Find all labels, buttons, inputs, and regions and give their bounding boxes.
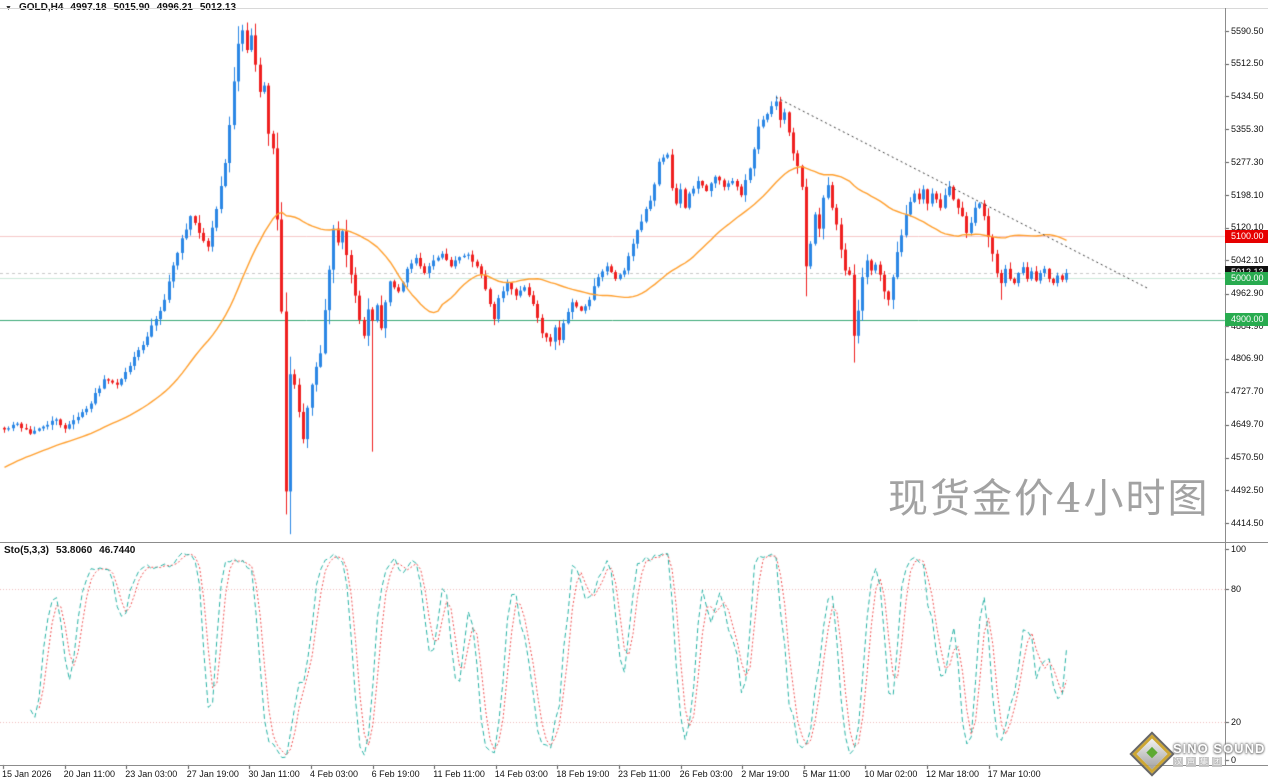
broker-logo-subtitle: 汉声集团	[1173, 757, 1265, 767]
price-axis-tick: 5434.50	[1231, 90, 1264, 101]
ohlc-low: 4996.21	[157, 2, 193, 13]
time-axis-label: 14 Feb 03:00	[494, 769, 548, 779]
broker-logo-core	[1146, 746, 1158, 759]
time-axis-label: 30 Jan 11:00	[248, 769, 300, 779]
time-axis-label: 27 Jan 19:00	[186, 769, 239, 779]
time-axis-label: 20 Jan 11:00	[63, 769, 115, 779]
price-axis-tick: 5355.30	[1231, 123, 1264, 134]
price-axis-tick: 5277.30	[1231, 156, 1264, 167]
price-badge-4900.00: 4900.00	[1225, 313, 1268, 327]
stochastic-axis-tick: 100	[1231, 543, 1247, 554]
time-axis-label: 17 Mar 10:00	[987, 769, 1041, 779]
time-axis-label: 6 Feb 19:00	[371, 769, 420, 779]
price-axis-tick: 4570.50	[1231, 452, 1264, 463]
price-axis-tick: 4962.90	[1231, 288, 1264, 299]
time-axis-label: 10 Mar 02:00	[864, 769, 918, 779]
time-axis-label: 23 Jan 03:00	[125, 769, 178, 779]
chart-top-border	[0, 8, 1268, 9]
stochastic-d-value: 46.7440	[99, 545, 136, 556]
ohlc-close: 5012.13	[200, 2, 236, 13]
symbol-label: GOLD,H4	[19, 2, 63, 13]
broker-logo-subtitle-char: 集	[1199, 757, 1209, 767]
time-axis-label: 5 Mar 11:00	[802, 769, 851, 779]
price-badge-5000.00: 5000.00	[1225, 271, 1268, 285]
broker-logo-subtitle-char: 团	[1212, 757, 1222, 767]
broker-logo: SINO SOUND 汉声集团	[1129, 731, 1266, 777]
price-axis-tick: 4492.50	[1231, 484, 1264, 495]
time-axis-label: 18 Feb 19:00	[556, 769, 610, 779]
broker-logo-diamond-icon	[1129, 731, 1175, 777]
price-badge-5100.00: 5100.00	[1225, 229, 1268, 243]
panel-separator[interactable]	[0, 542, 1268, 543]
price-axis-border	[1225, 8, 1226, 765]
time-axis-label: 23 Feb 11:00	[618, 769, 671, 779]
time-axis-label: 15 Jan 2026	[2, 769, 52, 779]
price-axis-tick: 4727.70	[1231, 386, 1264, 397]
stochastic-label: Sto(5,3,3) 53.8060 46.7440	[4, 545, 135, 556]
broker-logo-subtitle-char: 汉	[1173, 757, 1183, 767]
stochastic-name: Sto(5,3,3)	[4, 545, 50, 556]
price-axis-tick: 4414.50	[1231, 517, 1264, 528]
price-axis-tick: 5042.10	[1231, 254, 1264, 265]
time-axis-label: 26 Feb 03:00	[679, 769, 733, 779]
price-axis-tick: 4806.90	[1231, 353, 1264, 364]
stochastic-k-value: 53.8060	[56, 545, 93, 556]
time-axis-label: 4 Feb 03:00	[310, 769, 359, 779]
price-axis-tick: 5590.50	[1231, 25, 1264, 36]
stochastic-axis-tick: 80	[1231, 583, 1242, 594]
time-axis-label: 2 Mar 19:00	[741, 769, 790, 779]
price-axis-tick: 5512.50	[1231, 58, 1264, 69]
price-axis-tick: 4649.70	[1231, 419, 1264, 430]
price-axis-tick: 5120.10	[1231, 222, 1264, 233]
ohlc-high: 5015.90	[114, 2, 150, 13]
stochastic-axis-tick: 0	[1231, 754, 1237, 765]
ohlc-open: 4997.18	[70, 2, 106, 13]
stochastic-axis-tick: 20	[1231, 716, 1242, 727]
time-axis-label: 12 Mar 18:00	[926, 769, 980, 779]
time-axis-border	[0, 765, 1268, 766]
broker-logo-subtitle-char: 声	[1186, 757, 1196, 767]
time-axis-label: 11 Feb 11:00	[433, 769, 485, 779]
broker-logo-title: SINO SOUND	[1173, 741, 1266, 756]
price-axis-tick: 5198.10	[1231, 189, 1264, 200]
